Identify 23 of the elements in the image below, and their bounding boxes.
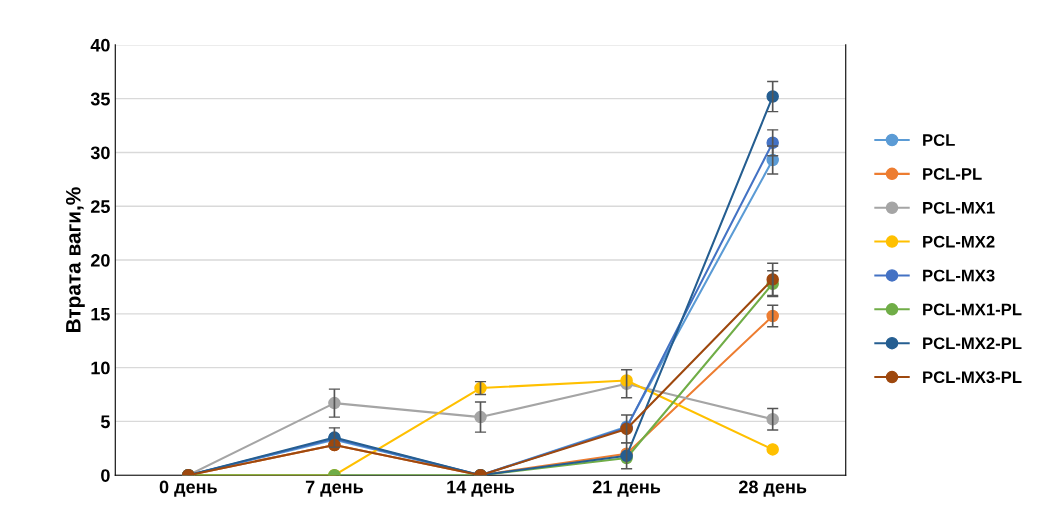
legend-label: PCL-MX1 <box>923 201 995 214</box>
y-tick-label: 10 <box>91 361 110 375</box>
y-tick-label: 30 <box>90 146 110 160</box>
y-axis-title: Втрата ваги,% <box>65 187 85 333</box>
legend-label: PCL-MX1-PL <box>923 303 1022 316</box>
y-tick-label: 25 <box>90 200 110 213</box>
legend-label: PCL-MX3 <box>923 269 995 282</box>
y-tick-label: 35 <box>90 92 110 106</box>
x-tick-label: 0 день <box>159 480 217 497</box>
legend-label: PCL-MX3-PL <box>923 371 1022 384</box>
x-tick-label: 14 день <box>447 480 515 497</box>
y-tick-label: 0 <box>101 469 110 482</box>
legend-label: PCL-MX2-PL <box>923 337 1022 350</box>
y-tick-label: 40 <box>90 38 110 52</box>
y-tick-label: 20 <box>90 253 110 267</box>
legend-label: PCL <box>923 134 955 146</box>
legend-label: PCL-MX2 <box>923 235 995 248</box>
x-tick-label: 7 день <box>305 480 363 497</box>
legend-label: PCL-PL <box>923 168 982 180</box>
y-tick-label: 15 <box>91 307 110 321</box>
y-tick-label: 5 <box>100 415 110 429</box>
x-tick-label: 28 день <box>739 480 807 497</box>
x-tick-label: 21 день <box>592 480 661 497</box>
